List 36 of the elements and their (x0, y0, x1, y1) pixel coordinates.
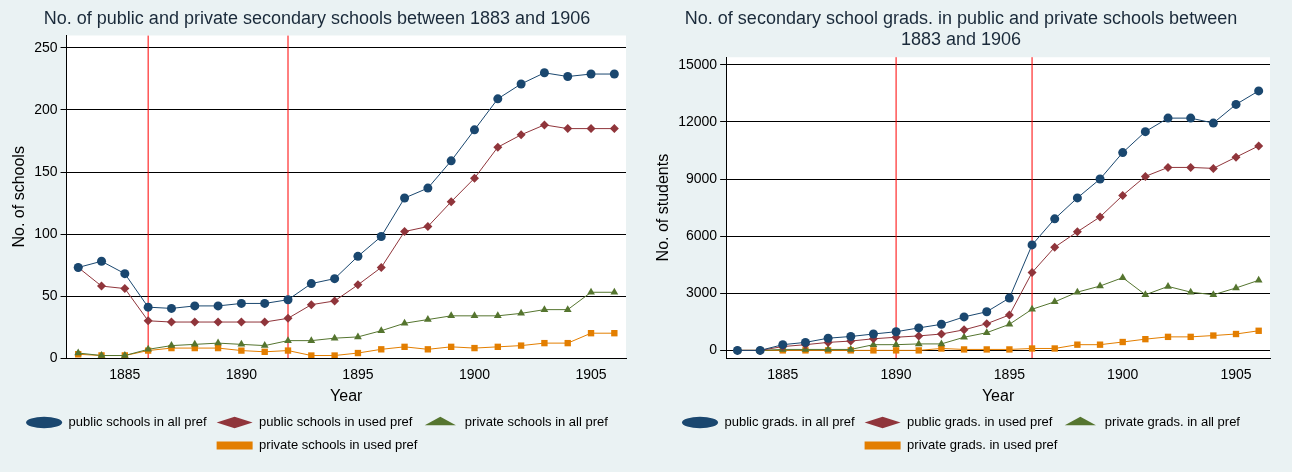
legend-label: public schools in used pref (259, 414, 413, 430)
y-tick-label: 6000 (685, 227, 718, 244)
chart-title: No. of public and private secondary schools between 1883 and 1906 (43, 7, 591, 28)
x-tick-label: 1905 (575, 366, 607, 383)
x-tick-label: 1905 (1220, 366, 1252, 383)
y-tick-label: 12000 (678, 112, 718, 129)
y-tick-label: 100 (34, 224, 58, 241)
legend-label: private grads. in used pref (907, 437, 1058, 453)
y-tick-label: 50 (41, 286, 58, 303)
legend-label: private schools in used pref (259, 437, 418, 453)
x-axis-title: Year (981, 386, 1015, 404)
x-tick-label: 1890 (880, 366, 912, 383)
x-tick-label: 1895 (993, 366, 1026, 383)
legend-label: public schools in all pref (68, 414, 208, 430)
y-tick-label: 9000 (685, 169, 718, 186)
legend-label: private grads. in all pref (1104, 414, 1241, 430)
legend-label: public grads. in used pref (907, 414, 1053, 430)
y-tick-label: 15000 (678, 55, 718, 72)
x-tick-label: 1900 (1107, 366, 1139, 383)
y-tick-label: 150 (34, 162, 58, 179)
y-tick-label: 200 (34, 100, 58, 117)
y-tick-label: 0 (709, 341, 718, 358)
chart-title: No. of secondary school grads. in public and private schools between 1883 and 1906 (684, 7, 1238, 50)
legend-label: public grads. in all pref (724, 414, 855, 430)
x-tick-label: 1885 (109, 366, 141, 383)
x-axis-title: Year (330, 386, 364, 404)
y-axis-title: No. of schools (10, 146, 28, 248)
x-tick-label: 1900 (458, 366, 491, 383)
y-tick-label: 3000 (685, 284, 718, 301)
x-tick-label: 1895 (342, 366, 374, 383)
x-tick-label: 1890 (225, 366, 258, 383)
y-axis-title: No. of students (654, 153, 672, 262)
y-tick-label: 0 (49, 348, 58, 365)
x-tick-label: 1885 (767, 366, 799, 383)
legend-label: private schools in all pref (464, 414, 609, 430)
y-tick-label: 250 (34, 38, 58, 55)
